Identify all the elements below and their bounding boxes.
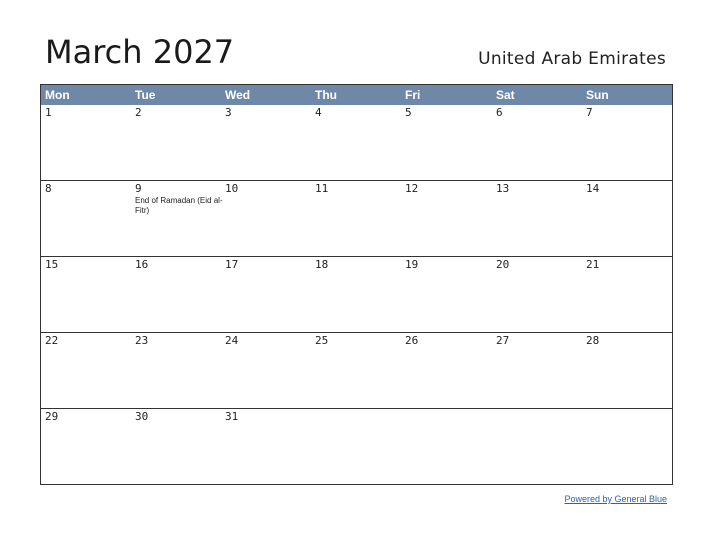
day-number: 13	[496, 182, 510, 195]
day-number: 15	[45, 258, 59, 271]
day-cell: 20	[492, 257, 582, 332]
day-number: 31	[225, 410, 239, 423]
week-row: 29 30 31	[41, 408, 672, 484]
calendar-grid: Mon Tue Wed Thu Fri Sat Sun 1 2 3 4 5 6 …	[40, 84, 673, 485]
day-number: 1	[45, 106, 52, 119]
day-cell: 22	[41, 333, 131, 408]
day-number: 20	[496, 258, 510, 271]
day-number: 18	[315, 258, 329, 271]
month-title: March 2027	[45, 33, 235, 71]
day-number: 14	[586, 182, 600, 195]
day-cell: 15	[41, 257, 131, 332]
weekday-sat: Sat	[496, 88, 515, 102]
day-cell: 8	[41, 181, 131, 256]
weekday-header-row: Mon Tue Wed Thu Fri Sat Sun	[41, 85, 672, 105]
day-number: 25	[315, 334, 329, 347]
weekday-sun: Sun	[586, 88, 609, 102]
day-number: 7	[586, 106, 593, 119]
day-cell: 31	[221, 409, 311, 484]
day-number: 28	[586, 334, 600, 347]
day-number: 23	[135, 334, 149, 347]
day-cell: 3	[221, 105, 311, 180]
week-row: 1 2 3 4 5 6 7	[41, 105, 672, 181]
day-cell: 30	[131, 409, 221, 484]
day-cell: 23	[131, 333, 221, 408]
day-number: 22	[45, 334, 59, 347]
day-cell: 26	[401, 333, 492, 408]
day-cell: 9 End of Ramadan (Eid al-Fitr)	[131, 181, 223, 256]
day-number: 12	[405, 182, 419, 195]
day-number: 9	[135, 182, 142, 195]
day-cell	[401, 409, 492, 484]
day-cell: 24	[221, 333, 311, 408]
day-cell: 10	[221, 181, 311, 256]
powered-by-link[interactable]: Powered by General Blue	[564, 494, 667, 504]
weekday-wed: Wed	[225, 88, 251, 102]
day-cell: 12	[401, 181, 492, 256]
day-number: 27	[496, 334, 510, 347]
day-number: 30	[135, 410, 149, 423]
day-cell: 6	[492, 105, 582, 180]
day-cell: 28	[582, 333, 672, 408]
day-cell	[311, 409, 401, 484]
day-cell: 16	[131, 257, 221, 332]
weekday-mon: Mon	[45, 88, 70, 102]
day-number: 6	[496, 106, 503, 119]
day-number: 11	[315, 182, 329, 195]
day-number: 26	[405, 334, 419, 347]
day-cell: 19	[401, 257, 492, 332]
day-cell: 11	[311, 181, 401, 256]
day-cell: 17	[221, 257, 311, 332]
weekday-thu: Thu	[315, 88, 337, 102]
day-number: 29	[45, 410, 59, 423]
day-number: 8	[45, 182, 52, 195]
day-cell: 14	[582, 181, 672, 256]
week-row: 8 9 End of Ramadan (Eid al-Fitr) 10 11 1…	[41, 180, 672, 256]
weekday-tue: Tue	[135, 88, 156, 102]
day-cell: 13	[492, 181, 582, 256]
day-number: 5	[405, 106, 412, 119]
day-cell: 29	[41, 409, 131, 484]
day-number: 21	[586, 258, 600, 271]
day-cell	[582, 409, 672, 484]
day-number: 3	[225, 106, 232, 119]
day-cell: 27	[492, 333, 582, 408]
day-cell	[492, 409, 582, 484]
country-name: United Arab Emirates	[478, 49, 666, 69]
week-row: 22 23 24 25 26 27 28	[41, 332, 672, 408]
day-number: 19	[405, 258, 419, 271]
day-number: 16	[135, 258, 149, 271]
day-cell: 25	[311, 333, 401, 408]
day-number: 4	[315, 106, 322, 119]
day-number: 10	[225, 182, 239, 195]
day-cell: 5	[401, 105, 492, 180]
week-row: 15 16 17 18 19 20 21	[41, 256, 672, 332]
day-cell: 18	[311, 257, 401, 332]
day-cell: 21	[582, 257, 672, 332]
day-cell: 1	[41, 105, 131, 180]
day-number: 24	[225, 334, 239, 347]
weekday-fri: Fri	[405, 88, 421, 102]
day-cell: 7	[582, 105, 672, 180]
day-cell: 4	[311, 105, 401, 180]
day-cell: 2	[131, 105, 221, 180]
holiday-label: End of Ramadan (Eid al-Fitr)	[135, 196, 223, 215]
day-number: 2	[135, 106, 142, 119]
day-number: 17	[225, 258, 239, 271]
